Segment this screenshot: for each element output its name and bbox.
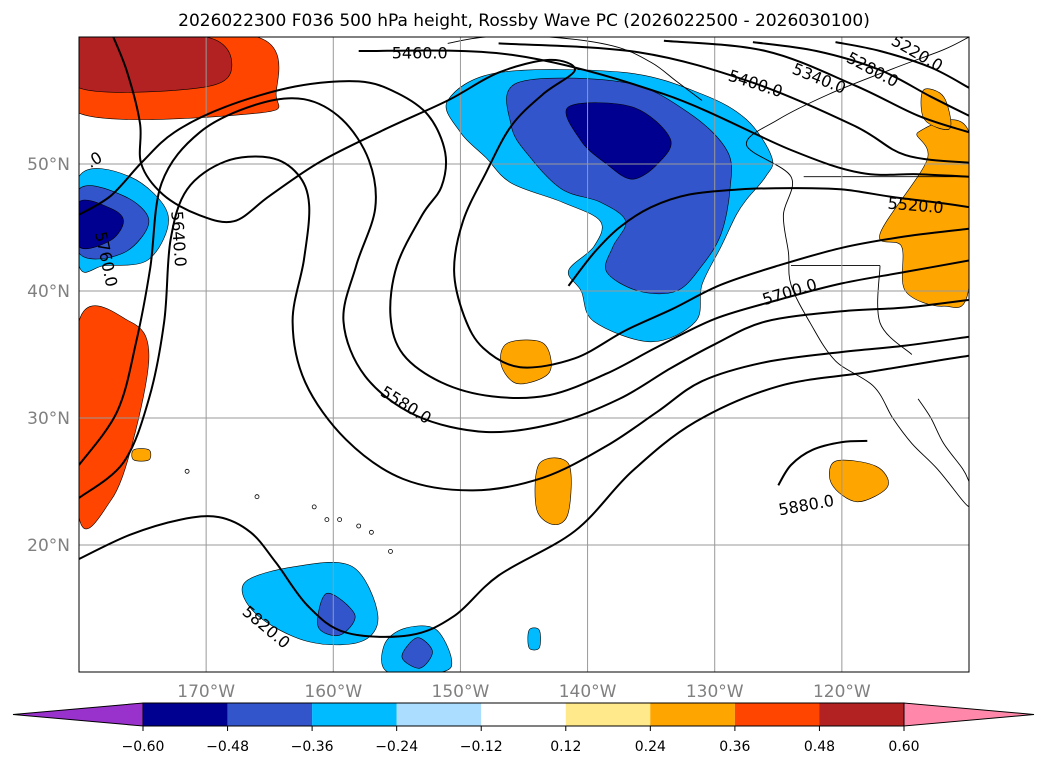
colorbar-segment	[819, 703, 904, 726]
x-tick-label: 160°W	[304, 682, 362, 702]
contour-label: 5880.0	[777, 491, 835, 519]
height-contour-5280	[752, 41, 969, 117]
y-tick-label: 40°N	[27, 282, 70, 302]
plot-frame	[78, 36, 970, 673]
contour-label: 5400.0	[726, 66, 785, 101]
contour-label: 5460.0	[392, 44, 448, 63]
anomaly-region	[79, 37, 233, 93]
anomaly-region	[527, 627, 541, 651]
colorbar-segment	[396, 703, 482, 726]
colorbar-segment	[565, 703, 651, 726]
y-tick-label: 30°N	[27, 409, 70, 429]
height-contour-5460	[358, 49, 969, 178]
height-contour-5520	[567, 187, 969, 287]
colorbar-tick-label: 0.36	[719, 739, 750, 755]
y-tick-label: 50°N	[27, 155, 70, 175]
contour-label: 5340.0	[790, 59, 849, 98]
x-tick-label: 150°W	[432, 682, 490, 702]
height-contour-5760	[79, 155, 969, 499]
colorbar-tick-label: 0.12	[550, 739, 581, 755]
colorbar-tick-label: −0.12	[460, 739, 503, 755]
x-tick-label: 140°W	[559, 682, 617, 702]
anomaly-region	[506, 77, 732, 295]
height-contour-5220	[835, 41, 969, 89]
contour-label: 5640.0	[167, 210, 190, 267]
height-contour-5580	[112, 37, 969, 369]
colorbar-segment	[312, 703, 397, 726]
height-contour-5340	[663, 39, 969, 134]
colorbar-segment	[227, 703, 313, 726]
colorbar-tick-label: 0.24	[635, 739, 666, 755]
contour-label: 5220.0	[888, 31, 946, 75]
contour-label: 5520.0	[887, 193, 944, 217]
colorbar-segment	[143, 703, 228, 726]
anomaly-region	[79, 199, 124, 250]
y-tick-label: 20°N	[27, 536, 70, 556]
anomaly-region	[879, 119, 969, 308]
colorbar-extend-high	[903, 702, 1035, 727]
anomaly-region	[829, 459, 889, 503]
anomaly-region	[500, 339, 552, 385]
colorbar-tick-label: −0.48	[206, 739, 249, 755]
chart-title: 2026022300 F036 500 hPa height, Rossby W…	[178, 11, 870, 31]
colorbar-tick-label: 0.48	[804, 739, 835, 755]
anomaly-region	[131, 448, 152, 462]
colorbar-tick-label: −0.24	[375, 739, 418, 755]
height-contour-5640	[79, 80, 969, 399]
x-tick-label: 120°W	[813, 682, 871, 702]
height-contour-5400	[498, 42, 969, 164]
anomaly-region	[565, 102, 672, 180]
coastline-layer	[184, 37, 969, 554]
colorbar-tick-label: 0.60	[888, 739, 919, 755]
colorbar-extend-low	[12, 702, 144, 727]
height-contour-5700	[79, 97, 969, 466]
colorbar-segment	[481, 703, 566, 726]
colorbar-tick-label: −0.60	[122, 739, 165, 755]
colorbar-tick-label: −0.36	[291, 739, 334, 755]
colorbar-segment	[734, 703, 820, 726]
contour-label: 5580.0	[377, 382, 435, 428]
anomaly-region	[401, 637, 433, 669]
x-tick-label: 130°W	[686, 682, 744, 702]
x-tick-label: 170°W	[177, 682, 235, 702]
colorbar-frame	[142, 702, 905, 727]
anomaly-region	[534, 457, 572, 526]
colorbar-segment	[650, 703, 735, 726]
height-contour-5880	[777, 439, 868, 486]
height-contour-5820	[79, 354, 969, 638]
